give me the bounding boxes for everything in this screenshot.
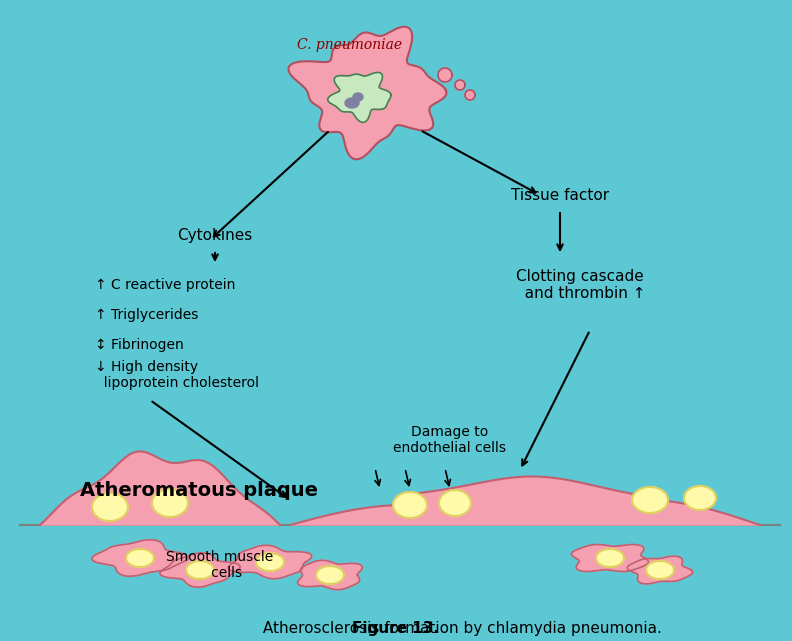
Polygon shape (439, 490, 471, 516)
Text: Cytokines: Cytokines (177, 228, 253, 242)
Text: ↓ High density
  lipoprotein cholesterol: ↓ High density lipoprotein cholesterol (95, 360, 259, 390)
Polygon shape (632, 487, 668, 513)
Text: Damage to
endothelial cells: Damage to endothelial cells (394, 425, 507, 455)
Text: Figure 13.: Figure 13. (352, 620, 440, 635)
Polygon shape (572, 544, 649, 572)
Text: Atheromatous plaque: Atheromatous plaque (80, 481, 318, 499)
Polygon shape (298, 560, 363, 590)
Polygon shape (290, 476, 760, 525)
Polygon shape (345, 98, 359, 108)
Text: ↑ C reactive protein: ↑ C reactive protein (95, 278, 235, 292)
Text: C. pneumoniae: C. pneumoniae (298, 38, 402, 52)
Polygon shape (627, 556, 693, 584)
Polygon shape (126, 549, 154, 567)
Polygon shape (92, 493, 128, 521)
Polygon shape (40, 451, 280, 525)
Text: Smooth muscle
   cells: Smooth muscle cells (166, 550, 273, 580)
Text: ↕ Fibrinogen: ↕ Fibrinogen (95, 338, 184, 352)
Polygon shape (646, 561, 674, 579)
Polygon shape (152, 489, 188, 517)
Polygon shape (228, 545, 312, 579)
Polygon shape (684, 486, 716, 510)
Text: Clotting cascade
  and thrombin ↑: Clotting cascade and thrombin ↑ (515, 269, 645, 301)
Polygon shape (186, 561, 214, 579)
Polygon shape (465, 90, 475, 100)
Polygon shape (288, 27, 447, 159)
Polygon shape (455, 80, 465, 90)
Polygon shape (160, 553, 240, 587)
Polygon shape (596, 549, 624, 567)
Polygon shape (353, 93, 363, 101)
Text: Atherosclerosis formation by chlamydia pneumonia.: Atherosclerosis formation by chlamydia p… (258, 620, 662, 635)
Text: ↑ Triglycerides: ↑ Triglycerides (95, 308, 198, 322)
Polygon shape (256, 553, 284, 571)
Polygon shape (438, 68, 452, 82)
Text: Tissue factor: Tissue factor (511, 188, 609, 203)
Polygon shape (92, 540, 188, 576)
Polygon shape (393, 492, 427, 518)
Polygon shape (316, 566, 344, 584)
Polygon shape (328, 72, 391, 122)
